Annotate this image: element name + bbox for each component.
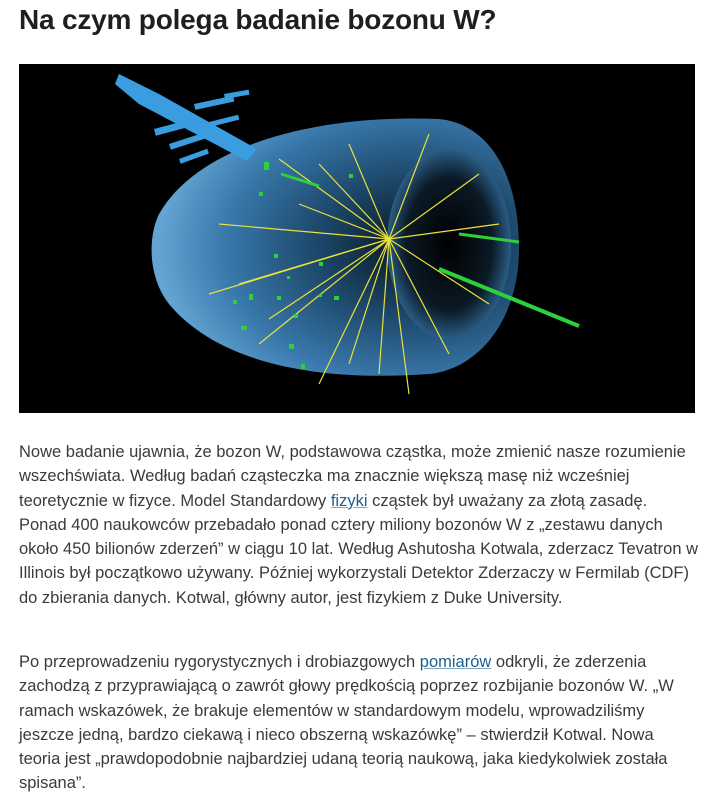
paragraph-text: odkryli, że zderzenia zachodzą z przypra…	[19, 653, 674, 793]
calorimeter-blocks	[115, 74, 257, 164]
article-title: Na czym polega badanie bozonu W?	[19, 4, 497, 35]
particle-collision-image	[19, 64, 695, 413]
collision-illustration	[19, 64, 695, 413]
detector-opening	[387, 149, 511, 339]
measurements-link[interactable]: pomiarów	[419, 653, 492, 671]
particle-tracks	[208, 133, 500, 395]
paragraph-text: Po przeprowadzeniu rygorystycznych i dro…	[19, 653, 420, 671]
paragraph-text: cząstek był uważany za złotą zasadę. Pon…	[19, 491, 699, 607]
paragraph-text: Nowe badanie ujawnia, że bozon W, podsta…	[19, 443, 686, 510]
article-paragraph: Po przeprowadzeniu rygorystycznych i dro…	[19, 650, 699, 796]
detector-hits	[233, 162, 580, 369]
article-paragraph: Nowe badanie ujawnia, że bozon W, podsta…	[19, 440, 699, 610]
physics-link[interactable]: fizyki	[330, 491, 368, 510]
